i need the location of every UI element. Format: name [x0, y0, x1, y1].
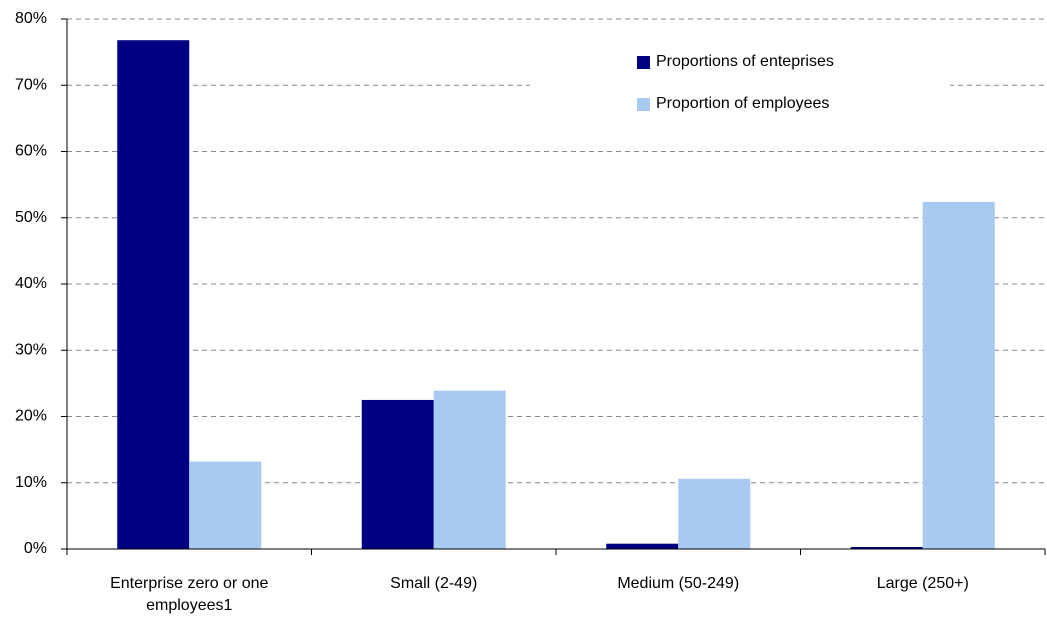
bar	[922, 201, 995, 549]
legend-swatch	[637, 98, 650, 111]
legend-background	[530, 40, 950, 130]
legend-label: Proportion of employees	[656, 95, 829, 112]
bar	[606, 543, 679, 549]
y-tick-label: 40%	[15, 275, 47, 292]
bar	[678, 478, 751, 549]
y-tick-label: 60%	[15, 143, 47, 160]
x-tick-label: Small (2-49)	[390, 575, 478, 592]
bar	[850, 547, 923, 549]
y-tick-label: 70%	[15, 76, 47, 93]
legend-swatch	[637, 56, 650, 69]
y-tick-label: 20%	[15, 408, 47, 425]
x-tick-label: Medium (50-249)	[617, 575, 740, 592]
y-tick-label: 80%	[15, 10, 47, 27]
y-tick-label: 0%	[24, 540, 47, 557]
y-tick-label: 30%	[15, 341, 47, 358]
bar	[189, 461, 262, 549]
y-tick-label: 50%	[15, 209, 47, 226]
bar	[361, 399, 434, 549]
legend-label: Proportions of enteprises	[656, 53, 834, 70]
x-tick-label: Large (250+)	[876, 575, 969, 592]
bar	[433, 390, 506, 549]
x-tick-label: Enterprise zero or one employees1	[110, 575, 269, 614]
y-tick-label: 10%	[15, 474, 47, 491]
bar	[117, 40, 190, 549]
